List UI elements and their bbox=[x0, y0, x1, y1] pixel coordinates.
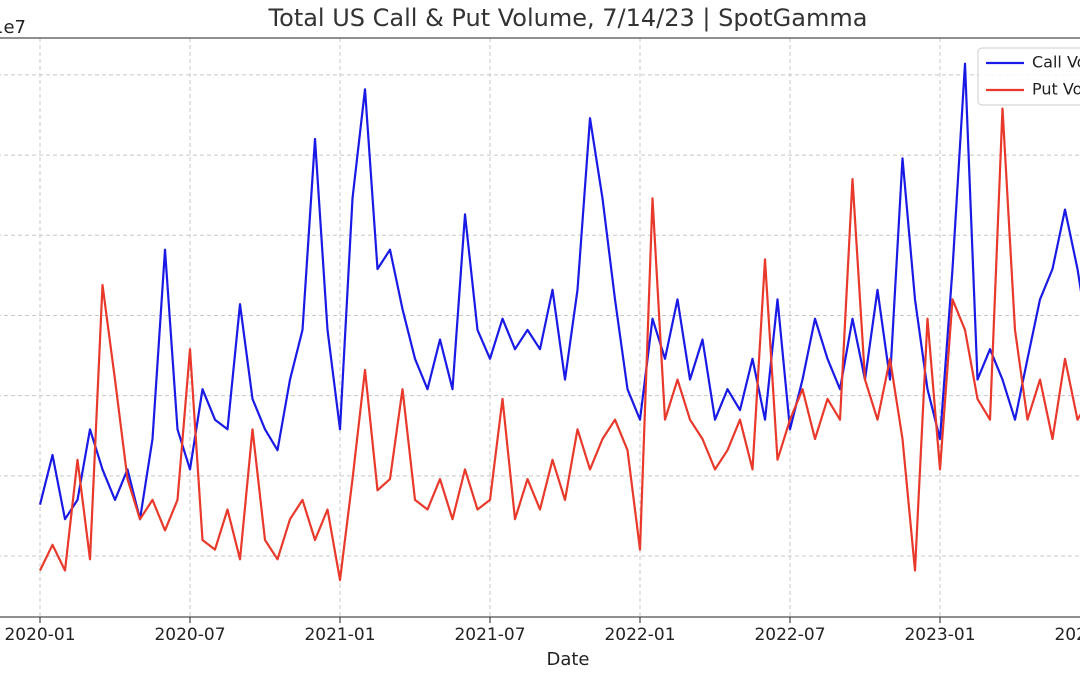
chart-title: Total US Call & Put Volume, 7/14/23 | Sp… bbox=[268, 4, 868, 32]
x-tick-label: 2020-01 bbox=[4, 625, 75, 645]
plot-frame bbox=[0, 37, 1080, 618]
x-axis-label: Date bbox=[546, 649, 589, 670]
legend-label: Put Volume bbox=[1032, 80, 1080, 99]
x-tick-label: 2023-01 bbox=[904, 625, 975, 645]
x-tick-label: 2023-07 bbox=[1054, 625, 1080, 645]
series-line bbox=[39, 107, 1080, 582]
y-offset-label: 1e7 bbox=[0, 17, 26, 38]
x-tick-label: 2022-07 bbox=[754, 625, 825, 645]
legend-label: Call Volume bbox=[1032, 53, 1080, 72]
x-tick-label: 2021-07 bbox=[454, 625, 525, 645]
x-tick-label: 2020-07 bbox=[154, 625, 225, 645]
x-tick-label: 2021-01 bbox=[304, 625, 375, 645]
x-tick-label: 2022-01 bbox=[604, 625, 675, 645]
